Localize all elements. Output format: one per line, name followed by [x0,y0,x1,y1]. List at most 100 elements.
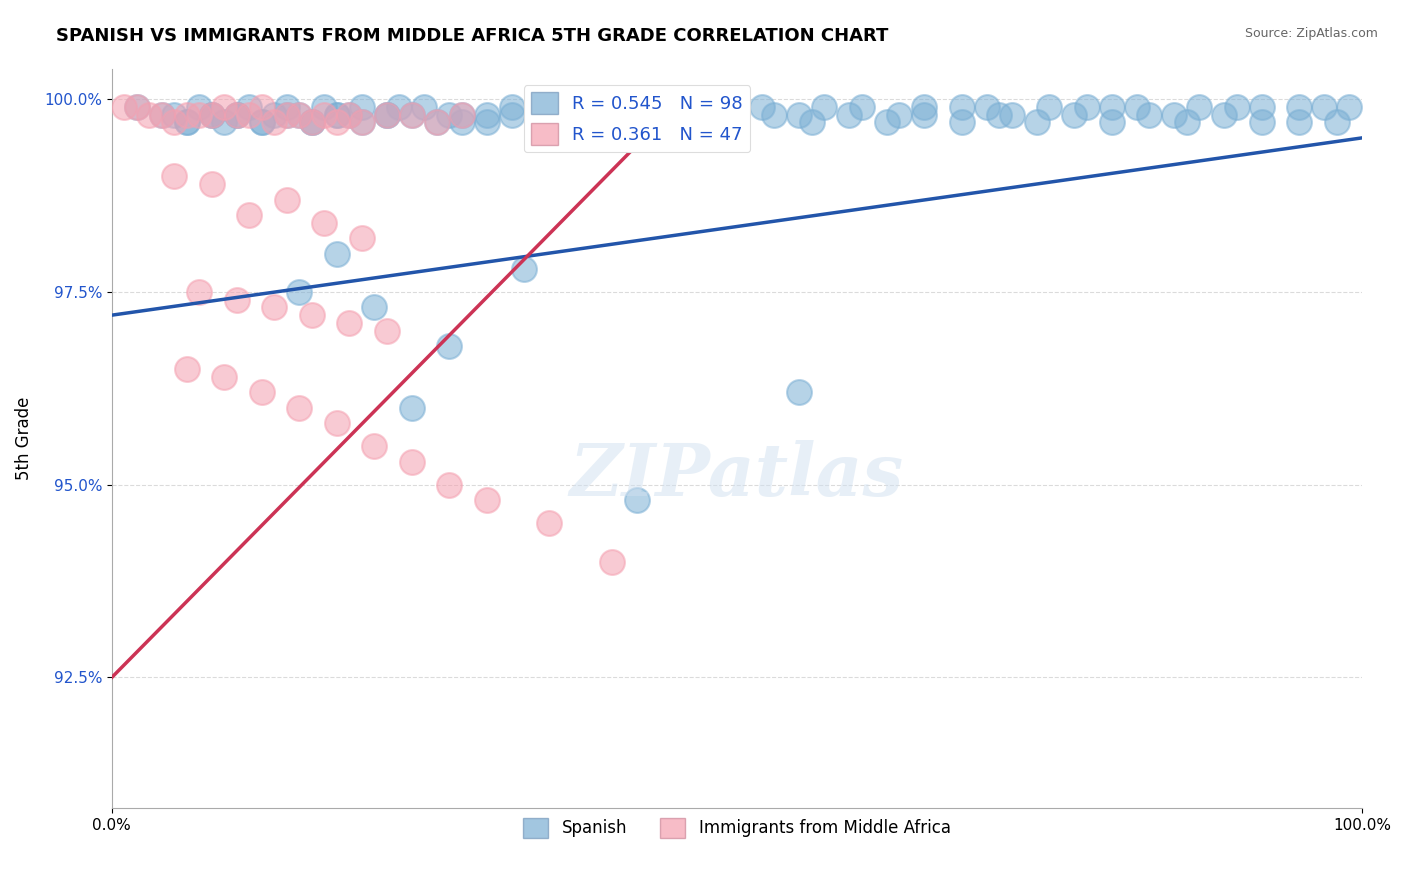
Point [326,416,349,430]
Point [276,108,298,122]
Text: SPANISH VS IMMIGRANTS FROM MIDDLE AFRICA 5TH GRADE CORRELATION CHART: SPANISH VS IMMIGRANTS FROM MIDDLE AFRICA… [56,27,889,45]
Point [439,477,461,491]
Point [288,285,311,299]
Point [1101,115,1123,129]
Point [263,115,285,129]
Point [176,115,198,129]
Point [176,362,198,376]
Point [700,108,723,122]
Point [626,108,648,122]
Point [1063,108,1085,122]
Point [789,108,811,122]
Point [301,115,323,129]
Point [238,108,260,122]
Point [413,100,436,114]
Point [163,108,186,122]
Point [314,216,336,230]
Point [475,108,498,122]
Point [337,108,360,122]
Point [451,108,474,122]
Point [575,100,598,114]
Point [214,115,236,129]
Point [1139,108,1161,122]
Point [363,301,385,315]
Point [912,100,935,114]
Text: Source: ZipAtlas.com: Source: ZipAtlas.com [1244,27,1378,40]
Point [337,108,360,122]
Point [188,285,211,299]
Point [600,555,623,569]
Point [664,100,686,114]
Y-axis label: 5th Grade: 5th Grade [15,397,32,480]
Point [238,208,260,222]
Point [112,100,135,114]
Point [838,108,860,122]
Point [1339,100,1361,114]
Point [1288,100,1310,114]
Point [138,108,160,122]
Point [1126,100,1149,114]
Point [188,100,211,114]
Text: ZIPatlas: ZIPatlas [569,440,904,511]
Point [1326,115,1348,129]
Point [163,115,186,129]
Point [912,108,935,122]
Point [301,115,323,129]
Point [225,108,247,122]
Point [225,108,247,122]
Point [475,493,498,508]
Point [125,100,148,114]
Point [250,115,273,129]
Point [276,108,298,122]
Point [276,100,298,114]
Point [600,100,623,114]
Point [375,324,398,338]
Point [176,115,198,129]
Point [1226,100,1249,114]
Point [538,108,561,122]
Point [337,316,360,330]
Point [225,108,247,122]
Point [375,108,398,122]
Point [301,308,323,322]
Point [976,100,998,114]
Point [201,108,224,122]
Point [238,100,260,114]
Point [1188,100,1211,114]
Point [375,108,398,122]
Point [401,401,423,415]
Point [800,115,823,129]
Point [225,293,247,307]
Point [350,115,373,129]
Point [600,115,623,129]
Point [426,115,449,129]
Point [314,108,336,122]
Point [1163,108,1185,122]
Point [201,177,224,191]
Point [1175,115,1198,129]
Point [626,493,648,508]
Point [575,108,598,122]
Point [1213,108,1236,122]
Point [350,115,373,129]
Point [363,439,385,453]
Point [176,108,198,122]
Point [150,108,173,122]
Point [501,108,523,122]
Point [763,108,786,122]
Point [526,108,548,122]
Point [301,115,323,129]
Point [1101,100,1123,114]
Point [326,108,349,122]
Point [538,516,561,531]
Point [851,100,873,114]
Point [263,301,285,315]
Point [513,261,536,276]
Point [751,100,773,114]
Point [401,108,423,122]
Point [676,108,699,122]
Point [651,115,673,129]
Point [813,100,835,114]
Point [276,193,298,207]
Point [1001,108,1024,122]
